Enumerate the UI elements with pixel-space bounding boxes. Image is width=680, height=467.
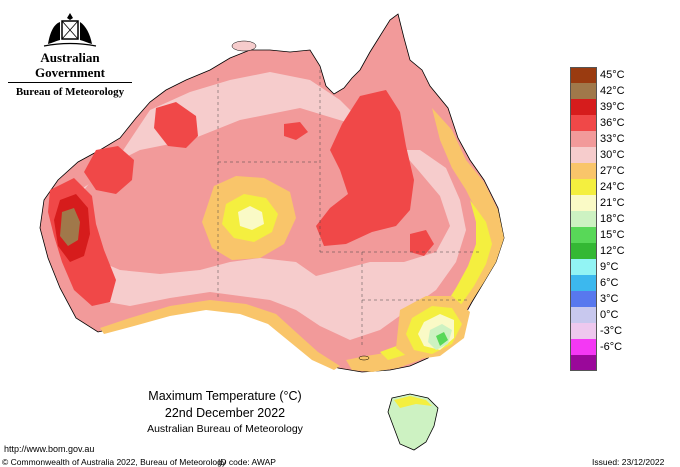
legend-swatch — [570, 131, 597, 147]
legend-swatch — [570, 195, 597, 211]
legend-label: 6°C — [600, 277, 619, 289]
legend-row: 24°C — [570, 179, 640, 195]
legend-label: 3°C — [600, 293, 619, 305]
alpine-green-core — [436, 332, 448, 346]
id-code: ID code: AWAP — [218, 457, 276, 467]
legend-row: 3°C — [570, 291, 640, 307]
legend-row: 15°C — [570, 227, 640, 243]
red-region-small — [284, 122, 308, 140]
legend-label: -3°C — [600, 325, 623, 337]
red-region-south-qld — [410, 230, 434, 256]
legend-row: 9°C — [570, 259, 640, 275]
map-source: Australian Bureau of Meteorology — [147, 423, 303, 435]
legend-label: 33°C — [600, 133, 625, 145]
legend-row: 45°C — [570, 67, 640, 83]
legend-label: 0°C — [600, 309, 619, 321]
legend-swatch — [570, 163, 597, 179]
legend-row: 21°C — [570, 195, 640, 211]
website-link[interactable]: http://www.bom.gov.au — [4, 444, 95, 454]
map-title: Maximum Temperature (°C) — [148, 389, 302, 403]
legend-label: 27°C — [600, 165, 625, 177]
legend-swatch — [570, 227, 597, 243]
footer: © Commonwealth of Australia 2022, Bureau… — [0, 457, 680, 467]
legend-swatch — [570, 99, 597, 115]
south-coast-strip — [100, 300, 340, 370]
legend-label: 45°C — [600, 69, 625, 81]
legend-swatch — [570, 259, 597, 275]
agency-name: Bureau of Meteorology — [8, 82, 132, 99]
tasmania-coast-yellow — [394, 396, 432, 408]
legend-row — [570, 355, 640, 371]
red-region-pilbara — [84, 146, 134, 194]
legend-label: 15°C — [600, 229, 625, 241]
legend-row: 39°C — [570, 99, 640, 115]
legend-swatch — [570, 179, 597, 195]
copyright-text: © Commonwealth of Australia 2022, Bureau… — [2, 457, 227, 467]
legend-row: -3°C — [570, 323, 640, 339]
legend-row: 12°C — [570, 243, 640, 259]
legend-label: 9°C — [600, 261, 619, 273]
legend-swatch — [570, 211, 597, 227]
legend-row: -6°C — [570, 339, 640, 355]
legend-swatch — [570, 355, 597, 371]
tasmania — [387, 393, 439, 451]
legend-row: 27°C — [570, 163, 640, 179]
legend-swatch — [570, 339, 597, 355]
government-name: Australian Government — [34, 50, 106, 80]
issued-date: Issued: 23/12/2022 — [592, 457, 665, 467]
legend-label: 12°C — [600, 245, 625, 257]
state-borders — [217, 70, 480, 348]
legend-swatch — [570, 67, 597, 83]
legend-row: 42°C — [570, 83, 640, 99]
legend-swatch — [570, 147, 597, 163]
legend-swatch — [570, 115, 597, 131]
melville-island — [231, 40, 257, 52]
legend-swatch — [570, 323, 597, 339]
legend-swatch — [570, 291, 597, 307]
east-coast-cooler-band — [346, 108, 504, 372]
temperature-legend: 45°C 42°C 39°C 36°C 33°C 30°C 27°C 24°C 21°C 18°C… — [570, 67, 640, 371]
red-region-kimberley — [154, 102, 198, 148]
legend-label: 18°C — [600, 213, 625, 225]
legend-label: 42°C — [600, 85, 625, 97]
legend-swatch — [570, 307, 597, 323]
legend-row: 36°C — [570, 115, 640, 131]
legend-label: -6°C — [600, 341, 623, 353]
legend-label: 30°C — [600, 149, 625, 161]
legend-label: 36°C — [600, 117, 625, 129]
hottest-core — [60, 208, 80, 246]
legend-row: 33°C — [570, 131, 640, 147]
legend-label: 39°C — [600, 101, 625, 113]
legend-swatch — [570, 83, 597, 99]
legend-label: 21°C — [600, 197, 625, 209]
map-date: 22nd December 2022 — [164, 406, 286, 420]
legend-row: 6°C — [570, 275, 640, 291]
legend-swatch — [570, 275, 597, 291]
red-region-queensland — [316, 90, 414, 246]
legend-swatch — [570, 243, 597, 259]
legend-row: 18°C — [570, 211, 640, 227]
kangaroo-island — [358, 355, 370, 361]
coat-of-arms-icon — [43, 13, 97, 47]
branding: Australian Government Bureau of Meteorol… — [8, 10, 132, 99]
legend-label: 24°C — [600, 181, 625, 193]
legend-row: 0°C — [570, 307, 640, 323]
central-cool-pale — [238, 206, 264, 230]
legend-row: 30°C — [570, 147, 640, 163]
map-caption: Maximum Temperature (°C) 22nd December 2… — [120, 388, 330, 436]
